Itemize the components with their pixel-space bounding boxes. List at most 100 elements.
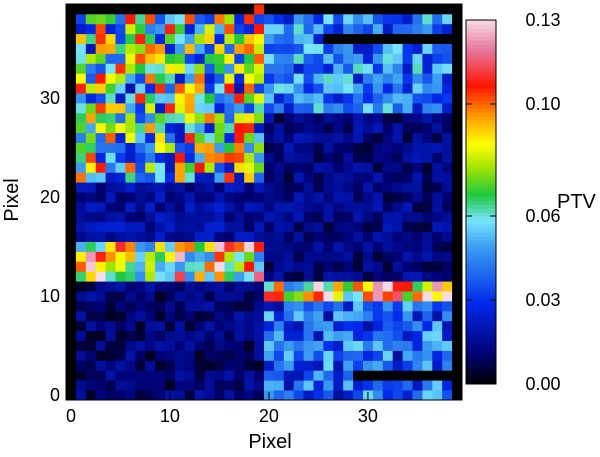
heatmap-cell	[224, 281, 235, 292]
heatmap-cell	[125, 271, 136, 282]
heatmap-cell	[95, 13, 106, 25]
heatmap-cell	[194, 53, 205, 64]
heatmap-cell	[244, 221, 255, 233]
heatmap-cell	[382, 211, 394, 223]
heatmap-cell	[382, 330, 394, 341]
heatmap-cell	[442, 320, 453, 332]
heatmap-cell	[313, 281, 324, 292]
heatmap-cell	[432, 211, 443, 223]
heatmap-cell	[264, 53, 275, 64]
heatmap-cell	[402, 221, 413, 233]
heatmap-cell	[66, 63, 77, 74]
heatmap-cell	[125, 221, 136, 233]
heatmap-cell	[145, 370, 156, 381]
heatmap-cell	[452, 251, 463, 262]
heatmap-cell	[422, 172, 433, 183]
heatmap-cell	[293, 370, 304, 381]
heatmap-cell	[224, 33, 235, 44]
heatmap-cell	[75, 241, 87, 252]
colorbar-step	[466, 36, 496, 41]
heatmap-cell	[95, 310, 106, 322]
heatmap-cell	[333, 53, 344, 64]
heatmap-cell	[353, 320, 364, 332]
heatmap-cell	[155, 132, 166, 143]
heatmap-cell	[234, 13, 245, 25]
heatmap-cell	[174, 83, 186, 94]
heatmap-cell	[184, 202, 196, 213]
heatmap-cell	[343, 251, 354, 262]
heatmap-cell	[313, 390, 324, 401]
heatmap-cell	[85, 103, 97, 114]
heatmap-cell	[442, 390, 453, 401]
heatmap-cell	[452, 380, 463, 391]
heatmap-cell	[224, 132, 235, 143]
colorbar-step	[466, 200, 496, 205]
heatmap-cell	[135, 390, 146, 401]
heatmap-cell	[105, 152, 116, 163]
colorbar-step	[466, 164, 496, 169]
plot-frame	[65, 3, 463, 401]
heatmap-cell	[75, 172, 87, 183]
heatmap-cell	[353, 192, 364, 203]
heatmap-cell	[422, 320, 433, 332]
heatmap-cell	[323, 211, 334, 223]
heatmap-cell	[184, 103, 196, 114]
heatmap-cell	[155, 162, 166, 173]
heatmap-cell	[224, 103, 235, 114]
heatmap-cell	[105, 301, 116, 312]
heatmap-cell	[372, 93, 384, 104]
heatmap-cell	[273, 310, 285, 322]
heatmap-cell	[283, 390, 295, 401]
heatmap-cell	[343, 221, 354, 233]
heatmap-cell	[273, 330, 285, 341]
heatmap-cell	[214, 241, 225, 252]
colorbar-step	[466, 220, 496, 225]
heatmap-cell	[105, 73, 116, 84]
heatmap-cell	[194, 172, 205, 183]
heatmap-cell	[145, 330, 156, 341]
heatmap-cell	[392, 13, 403, 25]
heatmap-cell	[155, 23, 166, 35]
heatmap-cell	[254, 33, 265, 44]
heatmap-cell	[75, 192, 87, 203]
heatmap-cell	[165, 142, 176, 153]
heatmap-cell	[135, 350, 146, 361]
heatmap-cell	[363, 301, 374, 312]
heatmap-cell	[264, 43, 275, 54]
heatmap-cell	[174, 23, 186, 35]
heatmap-cell	[135, 310, 146, 322]
heatmap-cell	[363, 13, 374, 25]
heatmap-cell	[452, 73, 463, 84]
heatmap-cell	[343, 281, 354, 292]
heatmap-cell	[85, 390, 97, 401]
heatmap-cell	[382, 43, 394, 54]
colorbar-step	[466, 88, 496, 93]
heatmap-cell	[303, 281, 314, 292]
heatmap-cell	[174, 261, 186, 272]
heatmap-cell	[452, 63, 463, 74]
heatmap-cell	[273, 23, 285, 35]
heatmap-cell	[372, 132, 384, 143]
heatmap-cell	[442, 182, 453, 193]
heatmap-cell	[66, 360, 77, 371]
heatmap-cell	[145, 152, 156, 163]
heatmap-cell	[184, 370, 196, 381]
heatmap-cell	[273, 370, 285, 381]
heatmap-cell	[273, 132, 285, 143]
heatmap-cell	[155, 73, 166, 84]
heatmap-cell	[95, 281, 106, 292]
heatmap-cell	[422, 33, 433, 44]
heatmap-cell	[155, 142, 166, 153]
heatmap-cell	[412, 301, 423, 312]
heatmap-cell	[313, 162, 324, 173]
heatmap-cell	[382, 182, 394, 193]
heatmap-cell	[85, 291, 97, 302]
heatmap-cell	[264, 93, 275, 104]
heatmap-cell	[204, 380, 215, 391]
heatmap-cell	[155, 310, 166, 322]
heatmap-cell	[392, 380, 403, 391]
heatmap-cell	[184, 122, 196, 134]
heatmap-cell	[303, 4, 314, 15]
heatmap-cell	[85, 261, 97, 272]
heatmap-cell	[234, 350, 245, 361]
